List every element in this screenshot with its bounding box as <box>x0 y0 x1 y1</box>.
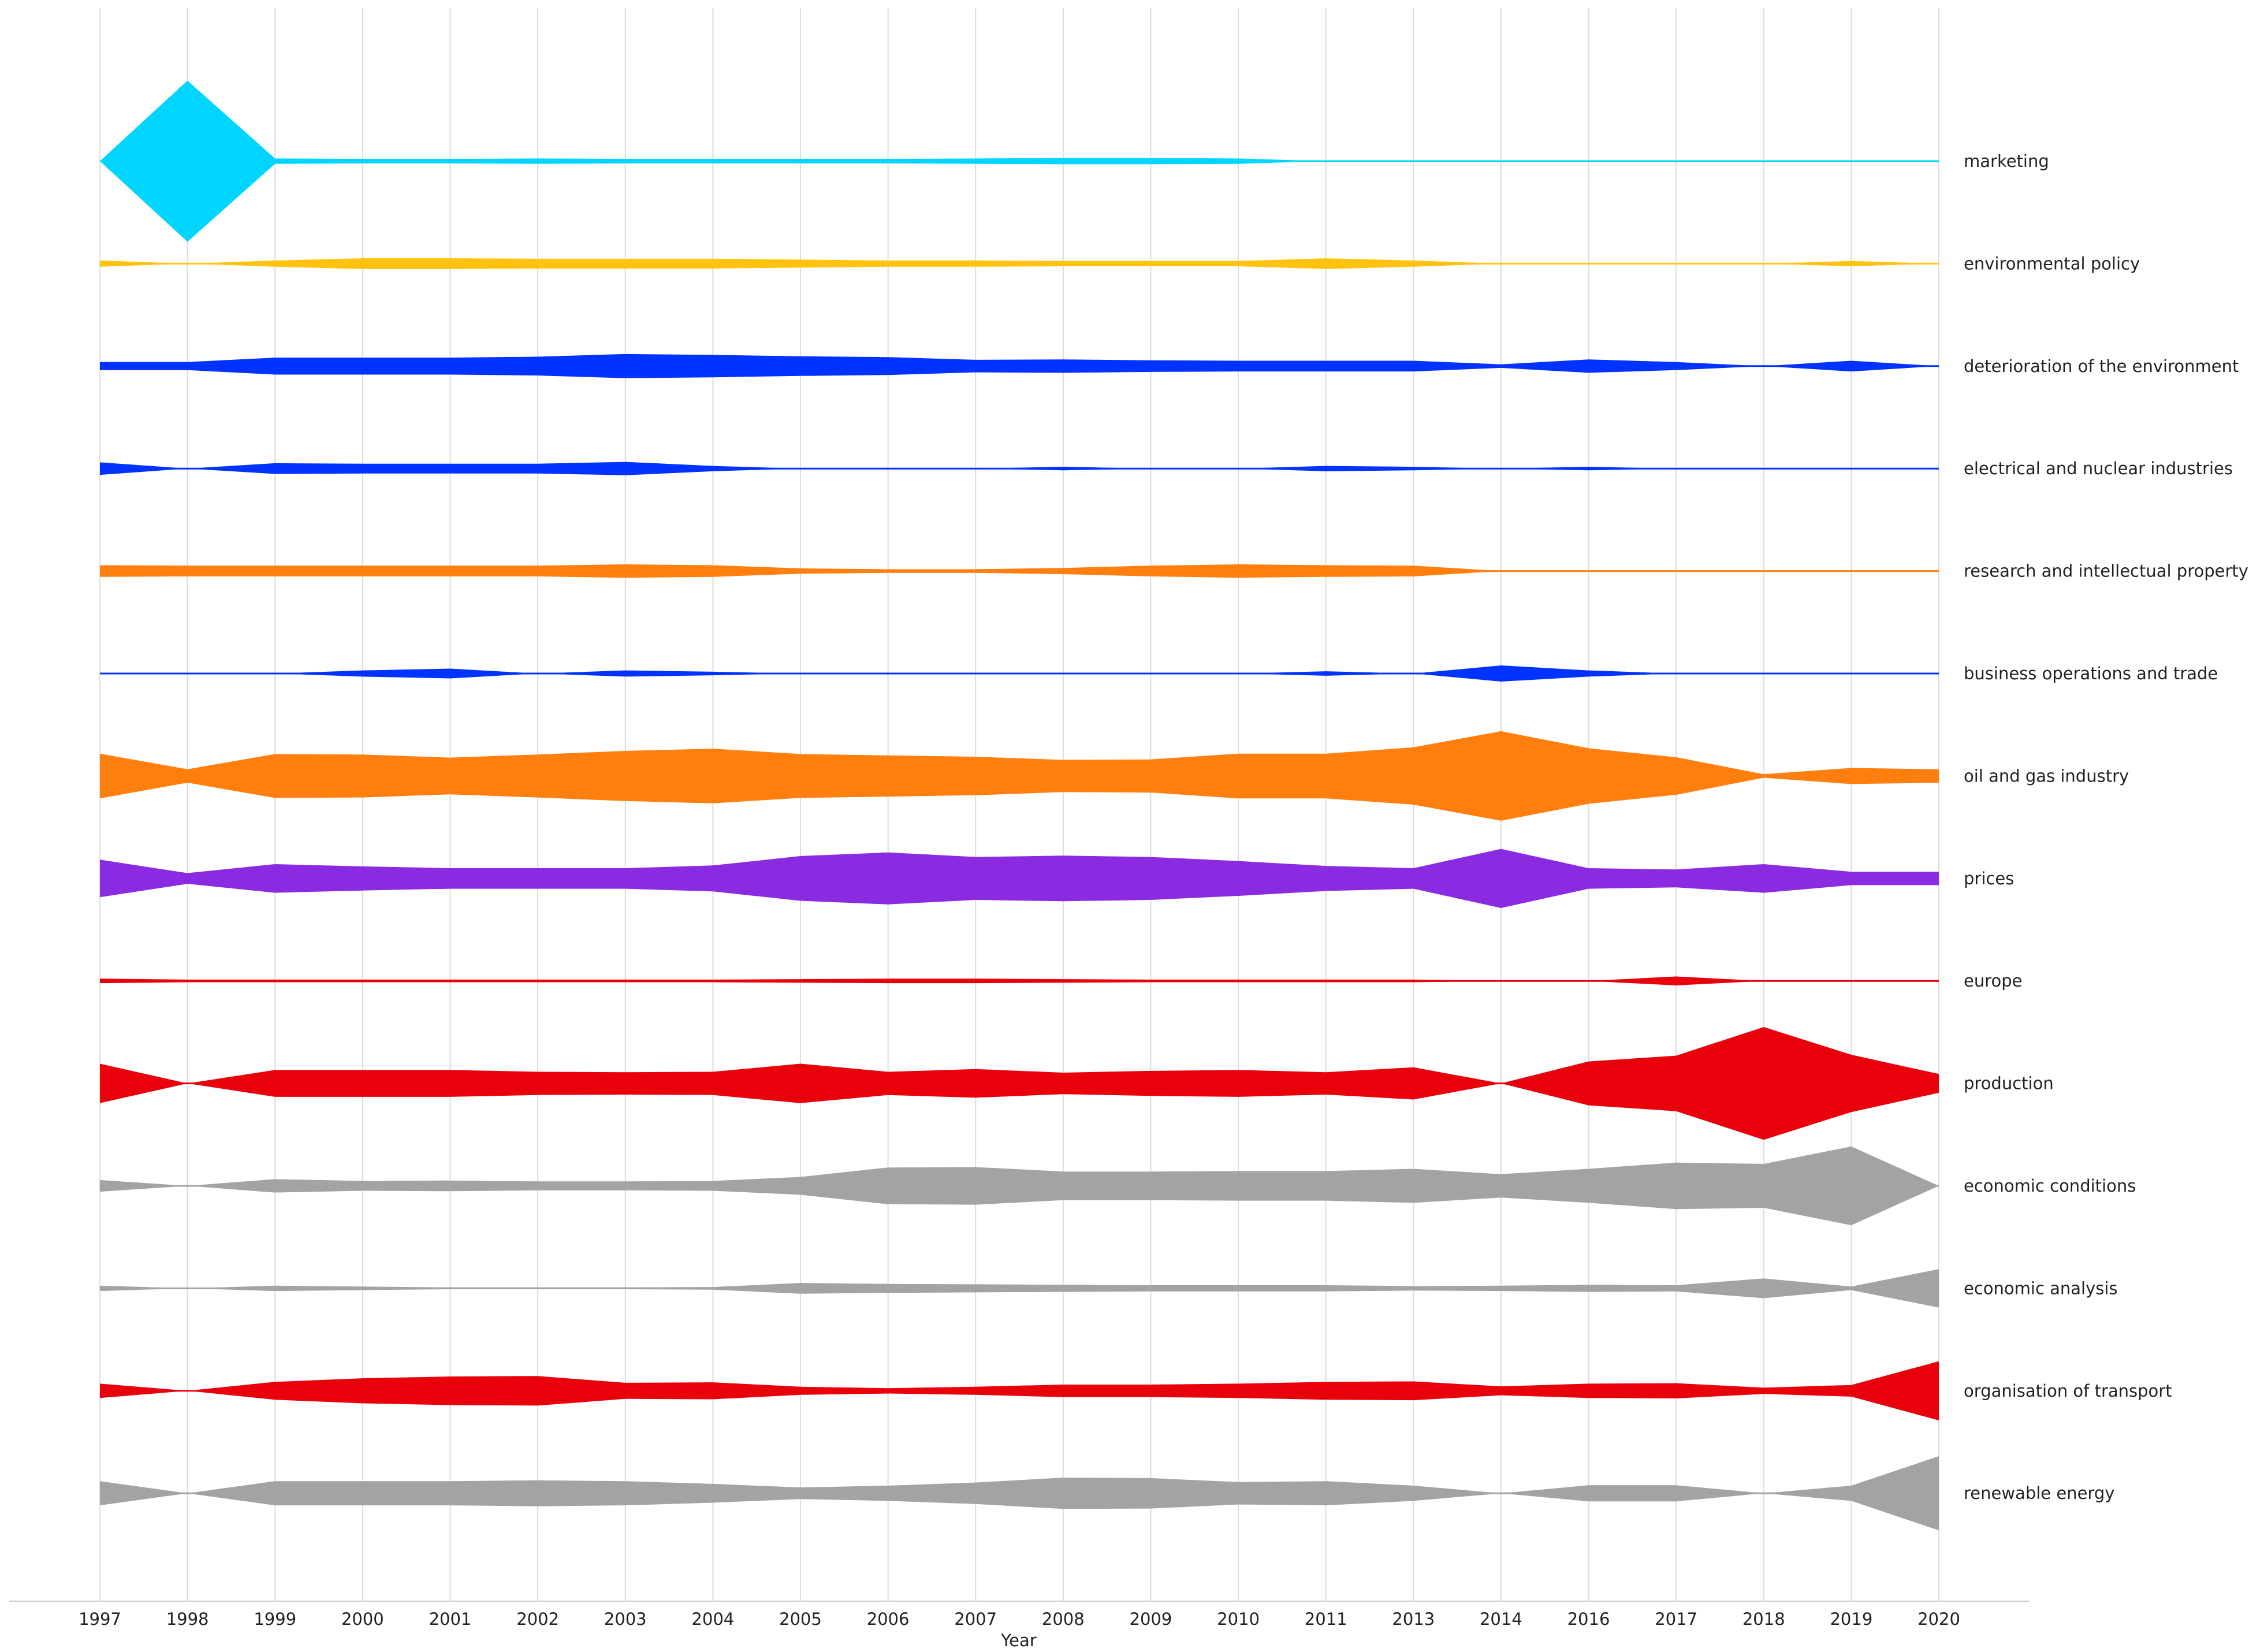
series-label: production <box>1964 1074 2054 1093</box>
series-label: business operations and trade <box>1964 664 2218 683</box>
series-label: prices <box>1964 869 2014 888</box>
x-tick-label: 2017 <box>1655 1609 1697 1629</box>
series-label: environmental policy <box>1964 254 2140 273</box>
ribbons <box>100 80 1939 1531</box>
x-tick-label: 2013 <box>1392 1609 1435 1629</box>
series-label: europe <box>1964 971 2023 991</box>
series-label: marketing <box>1964 151 2049 171</box>
x-tick-label: 2010 <box>1217 1609 1260 1629</box>
series-label: organisation of transport <box>1964 1381 2172 1401</box>
x-tick-labels: 1997 1998 1999 2000 2001 2002 2003 2004 2005 2006… <box>79 1609 1960 1629</box>
x-tick-label: 2001 <box>429 1609 472 1629</box>
x-tick-label: 2014 <box>1480 1609 1522 1629</box>
x-tick-label: 2002 <box>516 1609 559 1629</box>
series-label: electrical and nuclear industries <box>1964 459 2233 478</box>
x-tick-label: 2019 <box>1830 1609 1872 1629</box>
x-tick-label: 2005 <box>779 1609 822 1629</box>
x-tick-label: 2009 <box>1130 1609 1172 1629</box>
series-label: economic analysis <box>1964 1278 2118 1298</box>
series-label: deterioration of the environment <box>1964 356 2239 376</box>
gridlines <box>99 8 1939 1601</box>
x-tick-label: 1997 <box>79 1609 121 1629</box>
x-tick-label: 2003 <box>604 1609 647 1629</box>
series-label: renewable energy <box>1964 1483 2114 1503</box>
x-tick-label: 2011 <box>1305 1609 1347 1629</box>
x-tick-label: 2008 <box>1042 1609 1085 1629</box>
x-tick-label: 2004 <box>691 1609 734 1629</box>
x-tick-label: 2006 <box>867 1609 910 1629</box>
series-label: research and intellectual property <box>1964 561 2248 581</box>
x-tick-label: 2018 <box>1742 1609 1785 1629</box>
x-tick-label: 2016 <box>1567 1609 1610 1629</box>
series-label: oil and gas industry <box>1964 766 2129 786</box>
x-tick-label: 2000 <box>341 1609 384 1629</box>
x-tick-label: 2007 <box>954 1609 997 1629</box>
ribbon-business-operations-and-trade <box>100 665 1939 682</box>
x-tick-label: 1998 <box>166 1609 209 1629</box>
series-label: economic conditions <box>1964 1176 2136 1196</box>
x-tick-label: 1999 <box>254 1609 296 1629</box>
x-tick-label: 2020 <box>1917 1609 1960 1629</box>
series-labels: marketing environmental policy deteriorati… <box>1964 151 2248 1503</box>
x-axis-title: Year <box>1000 1631 1036 1650</box>
